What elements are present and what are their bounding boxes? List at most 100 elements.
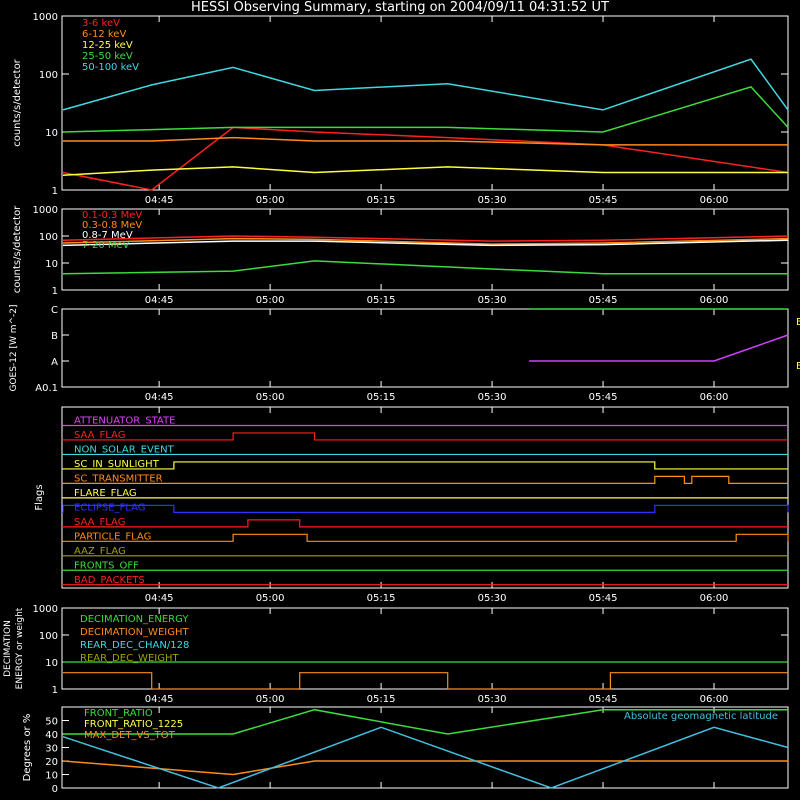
y-tick-label: 30 — [45, 744, 58, 755]
x-tick-label: 05:30 — [478, 295, 507, 306]
flag-label: NON_SOLAR_EVENT — [74, 444, 175, 455]
series-line — [62, 760, 788, 776]
y-tick-label: 100 — [39, 70, 58, 81]
series-line — [529, 334, 789, 362]
x-tick-label: 05:00 — [256, 195, 285, 206]
y-tick-label: 10 — [45, 771, 58, 782]
y-axis-label: Flags — [34, 484, 45, 510]
y-axis-label: DECIMATION — [3, 620, 13, 677]
legend-entry: 6-12 keV — [82, 29, 126, 40]
flag-line — [62, 461, 788, 470]
x-tick-label: 05:45 — [589, 593, 618, 604]
y-tick-label: 1000 — [33, 12, 58, 23]
x-tick-label: 05:30 — [478, 392, 507, 403]
series-line — [62, 86, 789, 133]
flag-line — [62, 475, 788, 484]
y-tick-label: A — [51, 357, 58, 368]
legend-entry: REAR_DEC_CHAN/128 — [80, 640, 189, 651]
flag-label: AAZ_FLAG — [74, 546, 126, 557]
flag-line — [62, 432, 788, 441]
flag-label: BAD_PACKETS — [74, 575, 145, 586]
series-line — [62, 166, 788, 176]
y-tick-label: 0 — [52, 784, 58, 795]
x-tick-label: 06:00 — [700, 593, 729, 604]
y-tick-label: 1 — [52, 286, 58, 297]
legend-entry: 25-50 keV — [82, 51, 133, 62]
flag-line — [62, 504, 789, 513]
x-tick-label: 05:15 — [367, 694, 396, 705]
y-tick-label: C — [51, 305, 58, 316]
y-tick-label: 100 — [39, 232, 58, 243]
flag-line — [62, 519, 788, 528]
x-tick-label: 04:45 — [145, 593, 174, 604]
flag-label: SAA_FLAG — [74, 430, 125, 441]
y-axis-label: Degrees or % — [22, 714, 33, 782]
flag-label: PARTICLE_FLAG — [74, 531, 151, 542]
series-line — [62, 260, 788, 275]
x-tick-label: 04:45 — [145, 392, 174, 403]
series-line — [62, 235, 789, 242]
y-tick-label: 100 — [39, 631, 58, 642]
legend-entry: MAX_DET_VS_TOT — [84, 730, 176, 741]
flag-label: FRONTS_OFF — [74, 560, 139, 571]
y-tick-label: 1000 — [33, 604, 58, 615]
legend-entry: DECIMATION_WEIGHT — [80, 627, 189, 638]
legend-entry: FRONT_RATIO_1225 — [84, 719, 183, 730]
x-tick-label: 05:30 — [478, 195, 507, 206]
x-tick-label: 05:00 — [256, 392, 285, 403]
y-tick-label: 1000 — [33, 205, 58, 216]
x-tick-label: 05:00 — [256, 694, 285, 705]
x-tick-label: 04:45 — [145, 195, 174, 206]
legend-entry: DECIMATION_ENERGY — [80, 614, 189, 625]
y-tick-label: 10 — [45, 658, 58, 669]
goes-side-mark: E — [796, 361, 800, 372]
y-tick-label: B — [51, 331, 58, 342]
goes-side-mark: E — [796, 317, 800, 328]
flag-line — [62, 533, 789, 542]
x-tick-label: 05:15 — [367, 295, 396, 306]
x-tick-label: 06:00 — [700, 392, 729, 403]
legend-entry: 3-6 keV — [82, 18, 120, 29]
legend-entry: 0.8-7 MeV — [82, 230, 133, 241]
series-line — [63, 672, 788, 690]
legend-entry: 12-25 keV — [82, 40, 133, 51]
y-axis-label: ENERGY or weight — [15, 607, 25, 689]
series-line — [62, 126, 789, 191]
y-axis-label: GOES-12 [W m^-2] — [9, 304, 19, 391]
panel-frame — [61, 607, 789, 690]
x-tick-label: 05:00 — [256, 295, 285, 306]
x-tick-label: 05:30 — [478, 694, 507, 705]
x-tick-label: 05:00 — [256, 593, 285, 604]
flag-label: ECLIPSE_FLAG — [74, 502, 145, 513]
flag-label: FLARE_FLAG — [74, 488, 137, 499]
x-tick-label: 05:30 — [478, 593, 507, 604]
flag-label: SAA_FLAG — [74, 517, 125, 528]
series-line — [63, 136, 788, 146]
panel-frame — [61, 308, 789, 388]
x-tick-label: 04:45 — [145, 295, 174, 306]
x-tick-label: 05:45 — [589, 392, 618, 403]
legend-entry: Absolute geomagnetic latitude — [624, 711, 778, 722]
flag-label: ATTENUATOR_STATE — [74, 415, 175, 426]
legend-entry: 0.1-0.3 MeV — [82, 210, 142, 221]
legend-entry: 0.3-0.8 MeV — [82, 220, 142, 231]
y-tick-label: 40 — [45, 730, 58, 741]
y-axis-label: counts/s/detector — [12, 205, 23, 293]
x-tick-label: 05:45 — [589, 295, 618, 306]
y-tick-label: 50 — [45, 717, 58, 728]
x-tick-label: 06:00 — [700, 694, 729, 705]
series-line — [62, 239, 789, 247]
flag-label: SC_IN_SUNLIGHT — [74, 459, 160, 470]
y-tick-label: 1 — [52, 186, 58, 197]
panel-frame — [61, 15, 789, 191]
x-tick-label: 05:45 — [589, 694, 618, 705]
y-tick-label: A0.1 — [35, 383, 58, 394]
legend-entry: REAR_DEC_WEIGHT — [80, 653, 179, 664]
series-line — [62, 58, 789, 111]
x-tick-label: 04:45 — [145, 694, 174, 705]
chart-title: HESSI Observing Summary, starting on 200… — [191, 0, 609, 15]
y-tick-label: 10 — [45, 128, 58, 139]
x-tick-label: 05:15 — [367, 195, 396, 206]
y-tick-label: 20 — [45, 757, 58, 768]
